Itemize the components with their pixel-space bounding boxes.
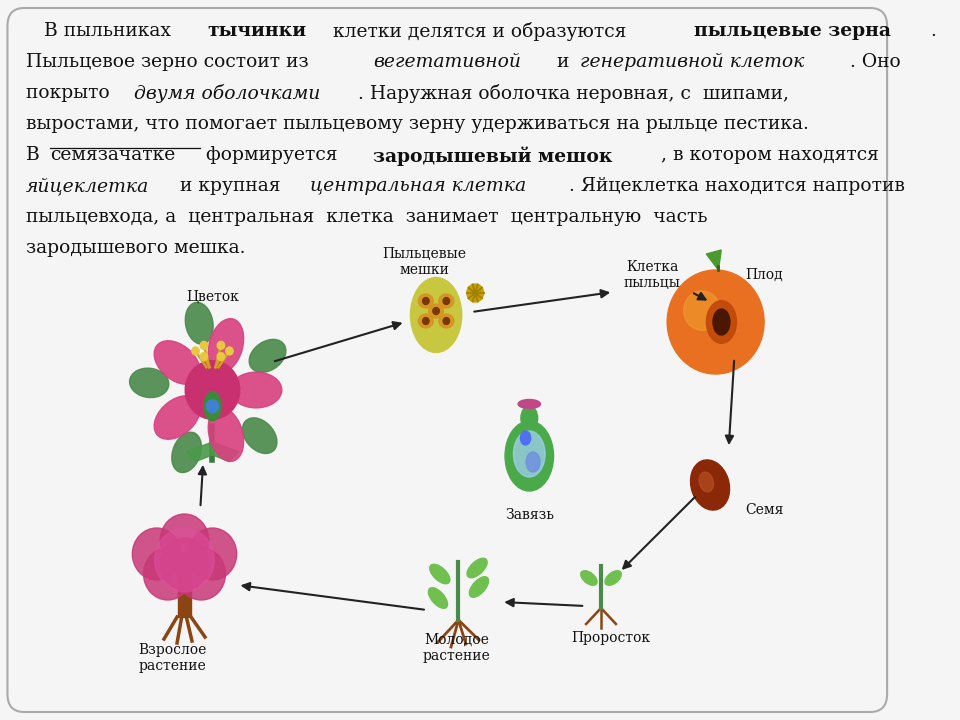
Ellipse shape <box>430 564 450 584</box>
FancyBboxPatch shape <box>178 572 191 617</box>
Ellipse shape <box>208 408 244 462</box>
Ellipse shape <box>419 294 433 308</box>
Ellipse shape <box>605 571 621 585</box>
FancyBboxPatch shape <box>8 8 887 712</box>
Ellipse shape <box>518 400 540 408</box>
Ellipse shape <box>419 314 433 328</box>
Ellipse shape <box>155 396 201 439</box>
Text: пыльцевые зерна: пыльцевые зерна <box>694 22 891 40</box>
Text: Завязь: Завязь <box>505 508 554 522</box>
Text: , в котором находятся: , в котором находятся <box>660 146 878 164</box>
Circle shape <box>188 528 237 580</box>
Circle shape <box>206 400 219 413</box>
Ellipse shape <box>467 558 487 577</box>
Circle shape <box>160 538 208 590</box>
Ellipse shape <box>428 304 444 318</box>
Ellipse shape <box>469 577 489 598</box>
Text: и крупная: и крупная <box>175 177 287 195</box>
Circle shape <box>422 297 429 305</box>
Ellipse shape <box>130 368 169 397</box>
Text: центральная клетка: центральная клетка <box>309 177 526 195</box>
Text: Семя: Семя <box>745 503 783 517</box>
Ellipse shape <box>699 472 713 492</box>
Text: . Яйцеклетка находится напротив: . Яйцеклетка находится напротив <box>569 177 905 195</box>
Ellipse shape <box>707 301 736 343</box>
Circle shape <box>192 347 200 355</box>
Text: . Наружная оболочка неровная, с  шипами,: . Наружная оболочка неровная, с шипами, <box>358 84 789 103</box>
Polygon shape <box>186 442 212 462</box>
Text: Клетка
пыльцы: Клетка пыльцы <box>624 260 681 290</box>
Text: В: В <box>26 146 46 164</box>
Text: формируется: формируется <box>201 146 344 164</box>
Circle shape <box>132 528 180 580</box>
Ellipse shape <box>514 431 545 477</box>
Ellipse shape <box>185 302 213 344</box>
Circle shape <box>422 318 429 325</box>
Circle shape <box>160 514 208 566</box>
Text: яйцеклетка: яйцеклетка <box>26 177 150 195</box>
Ellipse shape <box>526 452 540 472</box>
Ellipse shape <box>155 341 201 384</box>
Circle shape <box>444 297 449 305</box>
Circle shape <box>217 341 225 349</box>
Text: вегетативной: вегетативной <box>373 53 521 71</box>
Text: двумя оболочками: двумя оболочками <box>134 84 321 103</box>
Circle shape <box>217 353 225 361</box>
Text: Плод: Плод <box>745 268 783 282</box>
Circle shape <box>667 270 764 374</box>
Ellipse shape <box>713 309 730 335</box>
Circle shape <box>433 307 440 315</box>
Ellipse shape <box>690 460 730 510</box>
Ellipse shape <box>243 418 276 454</box>
Ellipse shape <box>204 392 221 421</box>
Circle shape <box>155 528 214 592</box>
Text: пыльцевхода, а  центральная  клетка  занимает  центральную  часть: пыльцевхода, а центральная клетка занима… <box>26 208 708 226</box>
Text: зародышевого мешка.: зародышевого мешка. <box>26 239 246 257</box>
Text: Молодое
растение: Молодое растение <box>422 633 491 663</box>
Circle shape <box>201 353 207 361</box>
Circle shape <box>177 548 226 600</box>
Text: . Оно: . Оно <box>851 53 900 71</box>
Text: Пыльцевые
мешки: Пыльцевые мешки <box>382 247 466 277</box>
Text: выростами, что помогает пыльцевому зерну удерживаться на рыльце пестика.: выростами, что помогает пыльцевому зерну… <box>26 115 809 133</box>
Text: клетки делятся и образуются: клетки делятся и образуются <box>326 22 633 41</box>
Circle shape <box>143 548 192 600</box>
Circle shape <box>684 291 721 330</box>
Text: зародышевый мешок: зародышевый мешок <box>373 146 612 166</box>
Text: тычинки: тычинки <box>207 22 307 40</box>
Text: Цветок: Цветок <box>186 289 239 303</box>
Ellipse shape <box>428 588 447 608</box>
Ellipse shape <box>505 421 554 491</box>
Text: .: . <box>930 22 937 40</box>
Ellipse shape <box>208 319 244 372</box>
Polygon shape <box>707 250 721 270</box>
Circle shape <box>226 347 233 355</box>
Text: Пыльцевое зерно состоит из: Пыльцевое зерно состоит из <box>26 53 315 71</box>
Polygon shape <box>212 442 238 462</box>
Ellipse shape <box>230 372 282 408</box>
Ellipse shape <box>172 432 202 472</box>
Ellipse shape <box>520 431 531 445</box>
Ellipse shape <box>439 294 454 308</box>
Ellipse shape <box>411 277 462 353</box>
Text: В пыльниках: В пыльниках <box>26 22 177 40</box>
Text: семязачатке: семязачатке <box>50 146 175 164</box>
Ellipse shape <box>521 406 538 430</box>
Circle shape <box>467 284 484 302</box>
Text: покрыто: покрыто <box>26 84 116 102</box>
Text: Взрослое
растение: Взрослое растение <box>138 643 206 673</box>
Ellipse shape <box>581 571 597 585</box>
Text: генеративной клеток: генеративной клеток <box>581 53 804 71</box>
Ellipse shape <box>439 314 454 328</box>
Ellipse shape <box>250 339 286 372</box>
Text: и: и <box>551 53 575 71</box>
Circle shape <box>201 341 207 349</box>
Circle shape <box>185 361 240 419</box>
Text: Проросток: Проросток <box>571 631 650 645</box>
Circle shape <box>444 318 449 325</box>
